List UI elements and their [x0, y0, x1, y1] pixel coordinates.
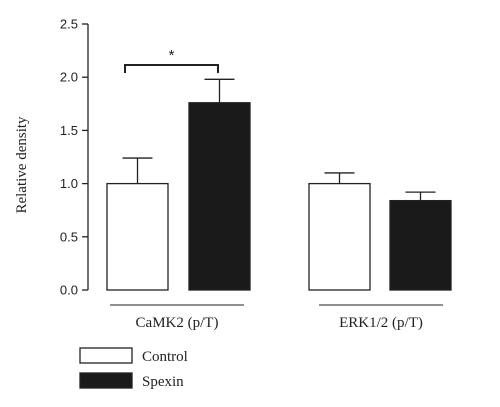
plot-area: 0.0 0.5 1.0 1.5 2.0 2.5 Relative density * Ca…	[14, 17, 452, 390]
legend-swatch-spexin	[79, 372, 133, 389]
bar-control	[308, 182, 371, 291]
y-axis-ticks: 0.0 0.5 1.0 1.5 2.0 2.5	[60, 17, 88, 298]
legend-label: Spexin	[142, 374, 184, 390]
category-labels: CaMK2 (p/T) ERK1/2 (p/T)	[110, 304, 443, 331]
bars	[106, 78, 452, 291]
y-tick-label: 0.0	[60, 283, 78, 298]
legend-swatch-control	[79, 347, 133, 364]
significance-marker: *	[169, 47, 175, 64]
category-label: ERK1/2 (p/T)	[339, 315, 423, 331]
bar-spexin	[188, 102, 251, 291]
y-axis-title: Relative density	[14, 116, 30, 214]
y-tick-label: 2.0	[60, 70, 78, 85]
category-label: CaMK2 (p/T)	[136, 315, 219, 331]
significance-annotation: *	[124, 47, 219, 73]
legend: Control Spexin	[79, 347, 188, 390]
y-tick-label: 0.5	[60, 229, 78, 244]
y-tick-label: 2.5	[60, 17, 78, 32]
bar-control	[106, 182, 169, 291]
legend-label: Control	[142, 349, 188, 365]
y-tick-label: 1.0	[60, 176, 78, 191]
significance-bracket	[124, 64, 219, 73]
y-tick-label: 1.5	[60, 123, 78, 138]
bar-spexin	[389, 199, 452, 291]
